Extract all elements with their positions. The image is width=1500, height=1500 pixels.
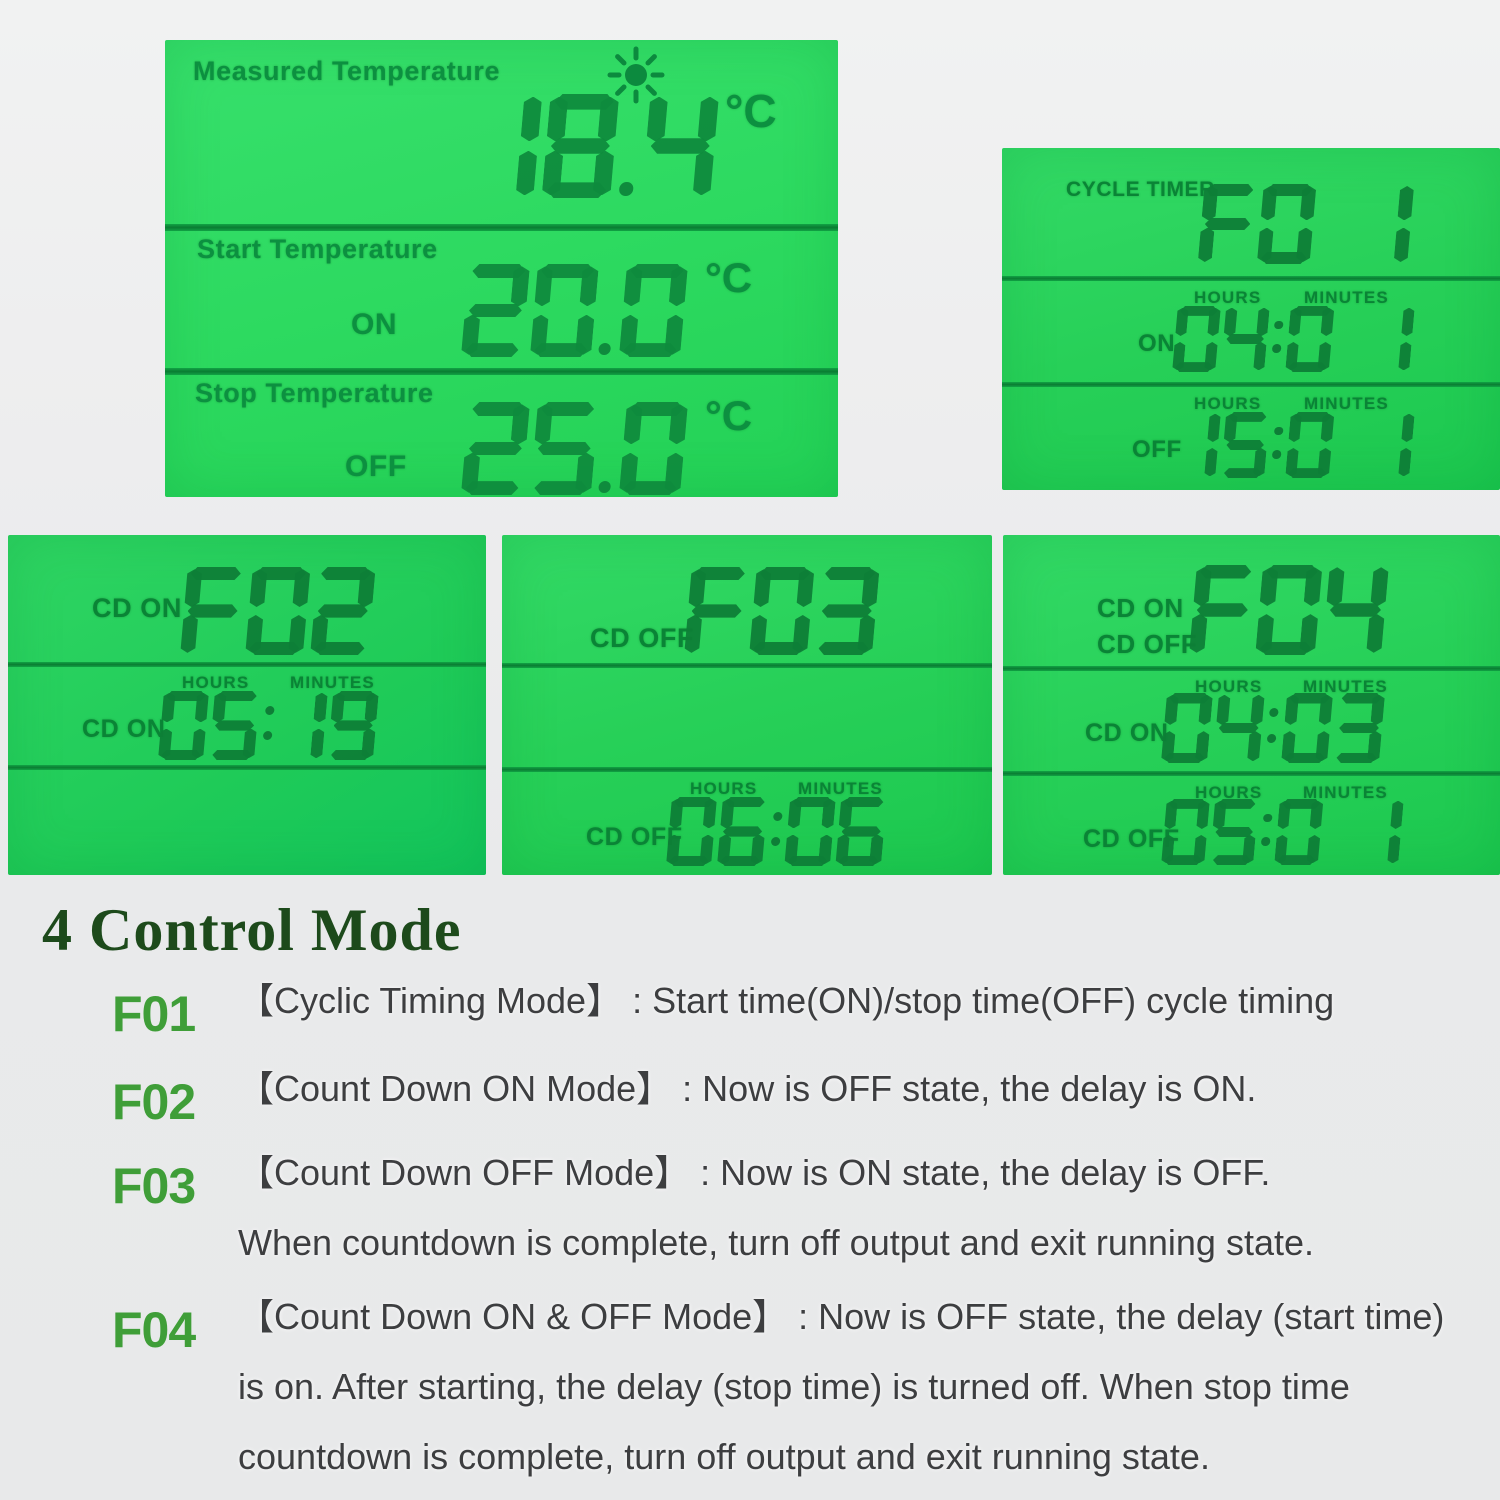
description-line: 【Count Down OFF Mode】 : Now is ON state,… xyxy=(238,1152,1271,1193)
mode-code-f02: F02 xyxy=(112,1074,196,1130)
divider xyxy=(8,765,486,770)
minutes-label: MINUTES xyxy=(1304,288,1389,307)
divider xyxy=(502,663,992,668)
description-line: 【Cyclic Timing Mode】 : Start time(ON)/st… xyxy=(238,980,1335,1021)
on-time-value xyxy=(1169,306,1417,372)
mode-code-f03: F03 xyxy=(112,1158,196,1214)
degree-unit: °C xyxy=(705,392,753,439)
mode-description-f03: 【Count Down OFF Mode】 : Now is ON state,… xyxy=(238,1138,1488,1278)
hours-label: HOURS xyxy=(1195,677,1263,696)
mode-description-f01: 【Cyclic Timing Mode】 : Start time(ON)/st… xyxy=(238,966,1488,1036)
description-line: When countdown is complete, turn off out… xyxy=(238,1222,1314,1263)
cd-off-label: CD OFF xyxy=(1097,629,1198,659)
cd-on-time-value xyxy=(1158,693,1388,763)
mode-code-f04: F04 xyxy=(112,1302,196,1358)
hours-label: HOURS xyxy=(1195,783,1263,802)
hours-label: HOURS xyxy=(1194,394,1262,413)
degree-unit: °C xyxy=(725,85,777,137)
cd-off-label: CD OFF xyxy=(590,623,695,653)
mode-f04-value xyxy=(1185,565,1393,655)
off-state-label: OFF xyxy=(345,450,407,483)
mode-description-f04: 【Count Down ON & OFF Mode】 : Now is OFF … xyxy=(238,1282,1488,1492)
page-title: 4 Control Mode xyxy=(42,897,462,963)
minutes-label: MINUTES xyxy=(1303,783,1388,802)
temperature-screen: Measured Temperature °C Start Temperatur… xyxy=(165,40,838,497)
mode-f03-value xyxy=(680,567,883,655)
divider xyxy=(1003,771,1500,776)
cd-on-time-value xyxy=(155,691,382,760)
description-line: 【Count Down ON & OFF Mode】 : Now is OFF … xyxy=(238,1296,1445,1337)
cd-on-label: CD ON xyxy=(1085,719,1169,747)
minutes-label: MINUTES xyxy=(1303,677,1388,696)
mode-description-f02: 【Count Down ON Mode】 : Now is OFF state,… xyxy=(238,1054,1488,1124)
divider xyxy=(165,368,838,375)
description-line: countdown is complete, turn off output a… xyxy=(238,1436,1210,1477)
mode-code-f01: F01 xyxy=(112,986,196,1042)
hours-label: HOURS xyxy=(182,673,250,692)
divider xyxy=(1003,666,1500,671)
countdown-on-screen: CD ON HOURS MINUTES CD ON xyxy=(8,535,486,875)
divider xyxy=(1002,382,1500,387)
minutes-label: MINUTES xyxy=(290,673,375,692)
cycle-timer-screen: CYCLE TIMER HOURS MINUTES ON HOURS MINUT… xyxy=(1002,148,1500,490)
cd-off-label: CD OFF xyxy=(586,823,683,851)
divider xyxy=(165,224,838,231)
cycle-timer-label: CYCLE TIMER xyxy=(1066,178,1215,201)
cd-off-time-value xyxy=(1158,799,1406,865)
on-state-label: ON xyxy=(351,308,398,341)
cd-on-label: CD ON xyxy=(82,715,166,743)
measured-temp-value xyxy=(460,94,723,198)
degree-unit: °C xyxy=(705,254,753,301)
divider xyxy=(1002,276,1500,281)
description-line: 【Count Down ON Mode】 : Now is OFF state,… xyxy=(238,1068,1257,1109)
stop-temp-value xyxy=(457,402,692,495)
divider xyxy=(502,767,992,772)
start-temp-value xyxy=(457,264,692,357)
mode-f02-value xyxy=(176,567,379,655)
off-time-value xyxy=(1169,412,1417,478)
description-line: is on. After starting, the delay (stop t… xyxy=(238,1366,1350,1407)
on-state-label: ON xyxy=(1138,330,1176,357)
stop-temp-label: Stop Temperature xyxy=(195,378,434,408)
hours-label: HOURS xyxy=(690,779,758,798)
minutes-label: MINUTES xyxy=(798,779,883,798)
start-temp-label: Start Temperature xyxy=(197,234,438,264)
minutes-label: MINUTES xyxy=(1304,394,1389,413)
sun-icon xyxy=(607,46,665,104)
countdown-on-off-screen: CD ON CD OFF HOURS MINUTES CD ON HOURS M… xyxy=(1003,535,1500,875)
measured-temp-label: Measured Temperature xyxy=(193,56,501,86)
hours-label: HOURS xyxy=(1194,288,1262,307)
cd-off-time-value xyxy=(663,797,890,866)
divider xyxy=(8,662,486,667)
cd-on-label: CD ON xyxy=(1097,593,1184,623)
mode-f01-value xyxy=(1195,184,1418,264)
cd-on-label: CD ON xyxy=(92,593,182,623)
countdown-off-screen: CD OFF HOURS MINUTES CD OFF xyxy=(502,535,992,875)
off-state-label: OFF xyxy=(1132,436,1182,463)
